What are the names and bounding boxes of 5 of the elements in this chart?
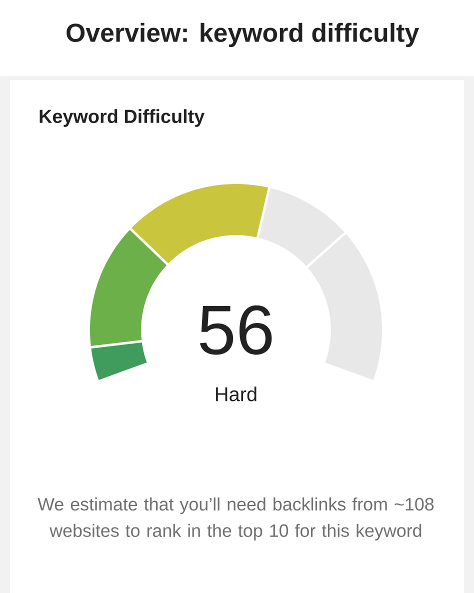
text: We estimate that you’ll need backlinks from ~108 websites to rank in the top 10 for this keyword <box>38 497 434 541</box>
chart-subtitle: Keyword Difficulty <box>40 109 205 127</box>
text: 56 <box>200 305 272 355</box>
chart-title: Overview: keyword difficulty <box>66 22 420 48</box>
text: Hard <box>216 386 256 402</box>
